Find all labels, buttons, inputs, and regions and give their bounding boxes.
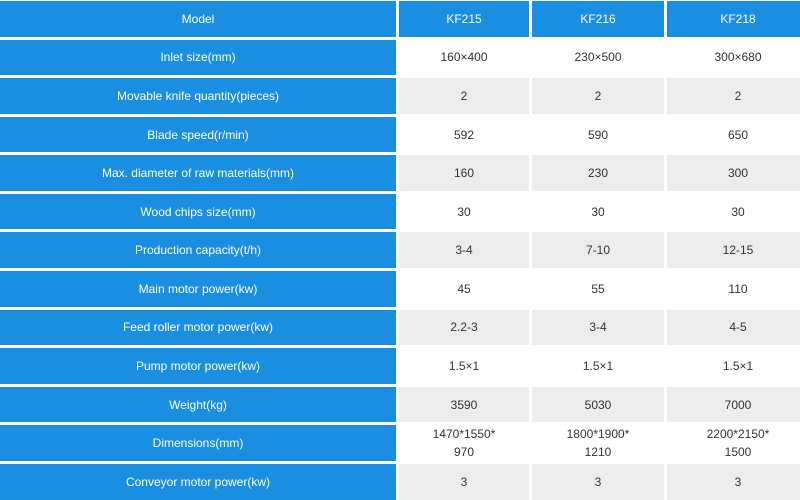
- row-label: Blade speed(r/min): [0, 116, 396, 153]
- row-label: Main motor power(kw): [0, 271, 396, 307]
- row-value: 3: [532, 464, 664, 500]
- row-value: 45: [399, 271, 529, 307]
- row-value: 3: [399, 464, 529, 500]
- row-label: Movable knife quantity(pieces): [0, 78, 396, 114]
- row-value: 3-4: [532, 309, 664, 346]
- row-value: 4-5: [667, 309, 800, 346]
- row-label: Inlet size(mm): [0, 39, 396, 76]
- row-value: 2.2-3: [399, 309, 529, 346]
- row-value: 1800*1900* 1210: [532, 425, 664, 462]
- row-value: 230: [532, 155, 664, 191]
- row-value: 300×680: [667, 39, 800, 76]
- dimension-line-2: 1210: [584, 445, 612, 460]
- row-label: Feed roller motor power(kw): [0, 309, 396, 346]
- dimension-line-1: 1470*1550*: [432, 427, 496, 442]
- row-value: 30: [399, 193, 529, 230]
- row-value: 3-4: [399, 232, 529, 269]
- table-header-label: Model: [0, 1, 396, 37]
- row-value: 55: [532, 271, 664, 307]
- table-header-model-kf216: KF216: [532, 1, 664, 37]
- dimension-line-1: 2200*2150*: [706, 427, 770, 442]
- row-value: 2200*2150* 1500: [667, 425, 800, 462]
- row-label: Conveyor motor power(kw): [0, 464, 396, 500]
- row-value: 160: [399, 155, 529, 191]
- row-value: 300: [667, 155, 800, 191]
- row-label: Max. diameter of raw materials(mm): [0, 155, 396, 191]
- row-value: 1.5×1: [667, 348, 800, 384]
- table-header-model-kf215: KF215: [399, 1, 529, 37]
- row-label: Dimensions(mm): [0, 425, 396, 462]
- row-value: 7000: [667, 386, 800, 423]
- row-value: 1.5×1: [532, 348, 664, 384]
- row-label: Production capacity(t/h): [0, 232, 396, 269]
- row-value: 1.5×1: [399, 348, 529, 384]
- row-value: 30: [532, 193, 664, 230]
- row-value: 592: [399, 116, 529, 153]
- row-label: Weight(kg): [0, 386, 396, 423]
- row-value: 3: [667, 464, 800, 500]
- dimension-line-1: 1800*1900*: [566, 427, 630, 442]
- row-value: 650: [667, 116, 800, 153]
- row-value: 2: [532, 78, 664, 114]
- row-value: 110: [667, 271, 800, 307]
- row-value: 590: [532, 116, 664, 153]
- row-value: 3590: [399, 386, 529, 423]
- row-label: Wood chips size(mm): [0, 193, 396, 230]
- row-value: 1470*1550* 970: [399, 425, 529, 462]
- dimension-line-2: 970: [453, 445, 475, 460]
- row-value: 7-10: [532, 232, 664, 269]
- row-value: 12-15: [667, 232, 800, 269]
- row-label: Pump motor power(kw): [0, 348, 396, 384]
- row-value: 230×500: [532, 39, 664, 76]
- dimension-line-2: 1500: [724, 445, 752, 460]
- row-value: 160×400: [399, 39, 529, 76]
- row-value: 2: [399, 78, 529, 114]
- row-value: 5030: [532, 386, 664, 423]
- table-header-model-kf218: KF218: [667, 1, 800, 37]
- row-value: 30: [667, 193, 800, 230]
- row-value: 2: [667, 78, 800, 114]
